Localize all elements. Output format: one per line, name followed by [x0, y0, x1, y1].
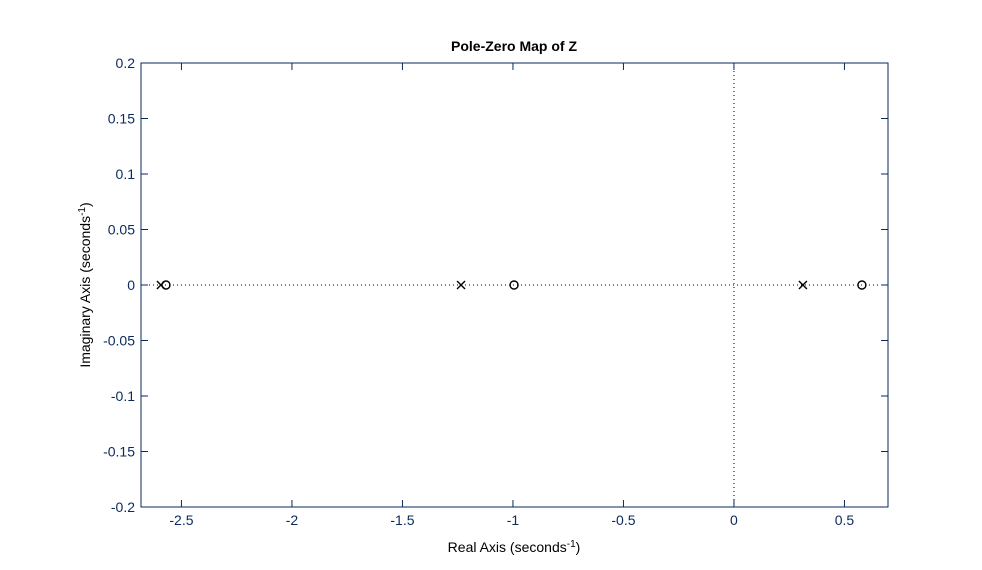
x-label-suffix: )	[576, 539, 581, 555]
x-axis-label: Real Axis (seconds-1)	[448, 539, 581, 556]
zero-marker	[857, 280, 867, 290]
zero-marker	[161, 280, 171, 290]
y-tick-label: -0.2	[111, 499, 135, 515]
x-tick-label: 0.5	[835, 512, 855, 528]
x-tick-label: -2.5	[169, 512, 193, 528]
y-label-sup: -1	[77, 207, 88, 216]
y-tick-label: -0.05	[103, 333, 135, 349]
x-label-sup: -1	[567, 539, 576, 550]
y-label-suffix: )	[77, 202, 93, 207]
y-label-text: Imaginary Axis (seconds	[77, 216, 93, 368]
y-tick-label: 0.15	[108, 111, 135, 127]
y-tick-label: -0.15	[103, 444, 135, 460]
x-tick-label: -1	[507, 512, 520, 528]
x-label-text: Real Axis (seconds	[448, 539, 567, 555]
zero-marker	[509, 280, 519, 290]
pole-marker	[456, 280, 466, 290]
x-tick-label: 0	[730, 512, 738, 528]
y-axis-label: Imaginary Axis (seconds-1)	[77, 202, 94, 367]
y-tick-label: 0.2	[116, 55, 136, 71]
x-tick-label: -1.5	[390, 512, 414, 528]
x-tick-label: -2	[286, 512, 299, 528]
y-tick-label: 0.05	[108, 222, 135, 238]
chart-title: Pole-Zero Map of Z	[451, 38, 577, 54]
x-tick-label: -0.5	[611, 512, 635, 528]
y-tick-label: 0.1	[116, 166, 136, 182]
y-tick-label: 0	[127, 277, 135, 293]
y-tick-label: -0.1	[111, 388, 135, 404]
pole-marker	[798, 280, 808, 290]
